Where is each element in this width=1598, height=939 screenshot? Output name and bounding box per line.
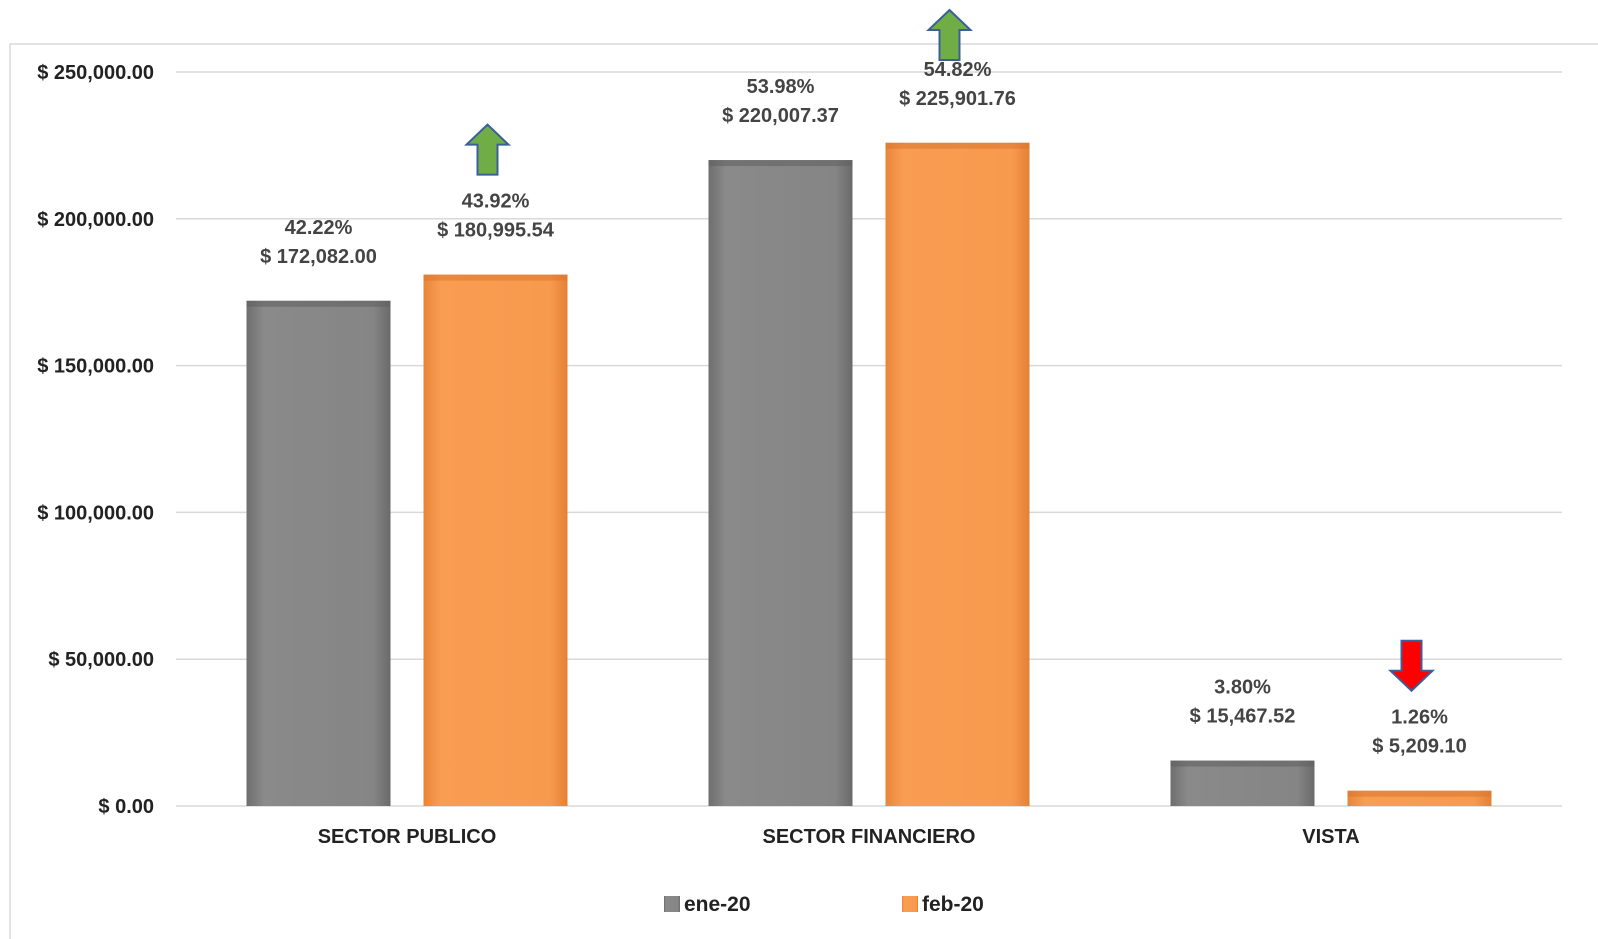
y-tick-label: $ 0.00	[98, 796, 154, 818]
value-label: $ 180,995.54	[437, 220, 555, 242]
legend-item-ene-20: ene-20	[664, 893, 751, 916]
percent-label: 1.26%	[1391, 707, 1448, 729]
bar-bevel	[246, 300, 391, 307]
value-label: $ 172,082.00	[260, 246, 377, 268]
bar-feb-20-vista	[1347, 790, 1492, 806]
category-label: SECTOR FINANCIERO	[763, 826, 976, 848]
bar-feb-20-sector-publico	[423, 274, 568, 806]
plot-frame	[9, 43, 1598, 939]
y-tick-label: $ 200,000.00	[37, 209, 154, 231]
bar-bevel	[885, 142, 1030, 149]
value-label: $ 225,901.76	[899, 88, 1016, 110]
bar-body	[423, 274, 568, 806]
percent-label: 53.98%	[747, 76, 815, 98]
bar-bevel	[423, 274, 568, 281]
value-label: $ 220,007.37	[722, 105, 839, 127]
bar-bevel	[1347, 790, 1492, 797]
category-label: SECTOR PUBLICO	[318, 826, 497, 848]
bar-body	[246, 300, 391, 806]
bar-body	[885, 142, 1030, 806]
y-tick-label: $ 100,000.00	[37, 502, 154, 524]
percent-label: 42.22%	[285, 217, 353, 239]
y-tick-label: $ 250,000.00	[37, 62, 154, 84]
category-label: VISTA	[1302, 826, 1359, 848]
arrow-down-icon	[1388, 639, 1435, 693]
y-tick-label: $ 150,000.00	[37, 356, 154, 378]
bar-ene-20-sector-financiero	[708, 160, 853, 807]
bar-bevel	[708, 160, 853, 167]
y-tick-label: $ 50,000.00	[48, 649, 154, 671]
arrow-up-icon	[926, 8, 973, 61]
legend-label: ene-20	[684, 893, 751, 916]
bar-ene-20-sector-publico	[246, 300, 391, 806]
value-label: $ 15,467.52	[1190, 706, 1296, 728]
legend-swatch	[664, 896, 680, 912]
arrow-up-icon	[464, 123, 511, 176]
percent-label: 43.92%	[462, 191, 530, 213]
bar-bevel	[1170, 760, 1315, 767]
legend-item-feb-20: feb-20	[902, 893, 984, 916]
legend-label: feb-20	[922, 893, 984, 916]
legend-swatch	[902, 896, 918, 912]
percent-label: 3.80%	[1214, 677, 1271, 699]
bar-body	[1170, 760, 1315, 806]
value-label: $ 5,209.10	[1372, 736, 1467, 758]
bar-ene-20-vista	[1170, 760, 1315, 806]
bar-body	[708, 160, 853, 807]
percent-label: 54.82%	[924, 59, 992, 81]
bar-feb-20-sector-financiero	[885, 142, 1030, 806]
